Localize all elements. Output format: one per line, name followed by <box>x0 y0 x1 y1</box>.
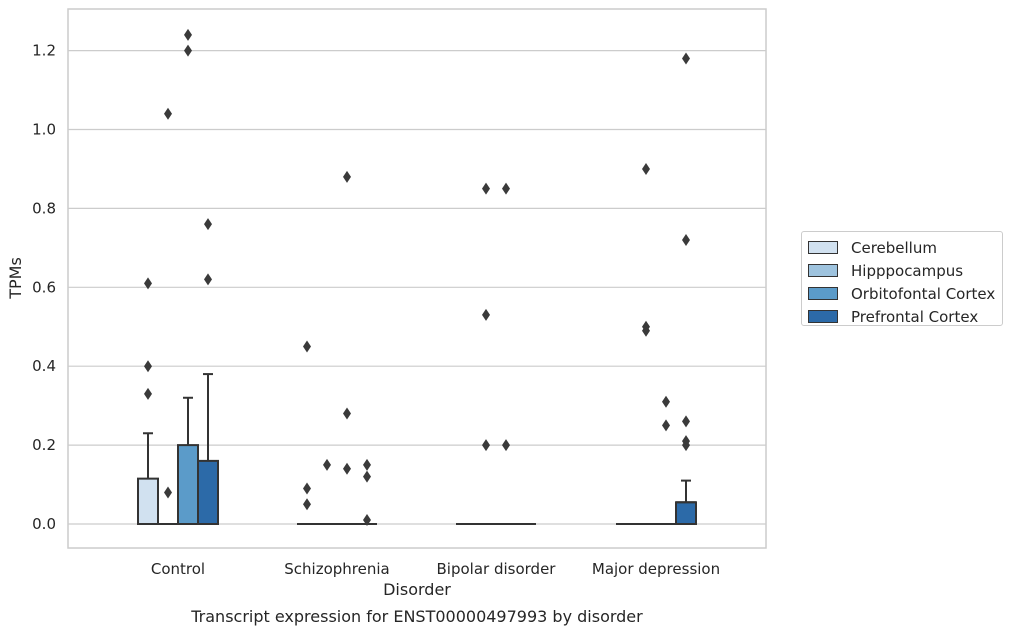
y-axis-title: TPMs <box>6 257 25 300</box>
outlier-point <box>204 218 212 231</box>
outlier-point <box>204 273 212 286</box>
outlier-point <box>184 44 192 57</box>
outlier-point <box>144 360 152 373</box>
legend-item: Cerebellum <box>808 236 1002 259</box>
legend-label: Cerebellum <box>851 238 937 257</box>
outlier-point <box>184 28 192 41</box>
outlier-point <box>164 107 172 120</box>
box-marks <box>137 28 697 527</box>
y-tick-label: 0.4 <box>32 357 56 375</box>
outlier-point <box>343 462 351 475</box>
outlier-point <box>363 470 371 483</box>
x-axis-title: Disorder <box>383 580 451 599</box>
outlier-point <box>662 419 670 432</box>
outlier-point <box>502 439 510 452</box>
outlier-point <box>303 498 311 511</box>
x-tick-label: Control <box>151 560 205 578</box>
y-tick-label: 0.2 <box>32 436 56 454</box>
outlier-point <box>343 407 351 420</box>
y-tick-label: 1.0 <box>32 121 56 139</box>
x-tick-label: Bipolar disorder <box>437 560 557 578</box>
legend-swatch <box>808 241 838 254</box>
outlier-point <box>144 277 152 290</box>
outlier-point <box>343 170 351 183</box>
outlier-point <box>502 182 510 195</box>
y-tick-label: 0.6 <box>32 278 56 296</box>
legend-item: Hipppocampus <box>808 259 1002 282</box>
legend-item: Prefrontal Cortex <box>808 305 1002 328</box>
legend-swatch <box>808 310 838 323</box>
outlier-point <box>642 320 650 333</box>
outlier-point <box>363 458 371 471</box>
outlier-point <box>303 482 311 495</box>
outlier-point <box>482 439 490 452</box>
y-tick-label: 0.0 <box>32 515 56 533</box>
outlier-point <box>363 514 371 527</box>
y-tick-label: 0.8 <box>32 199 56 217</box>
x-tick-label: Major depression <box>592 560 720 578</box>
outlier-point <box>144 387 152 400</box>
outlier-point <box>682 52 690 65</box>
legend-item: Orbitofontal Cortex <box>808 282 1002 305</box>
legend-swatch <box>808 287 838 300</box>
box-rect <box>675 501 697 525</box>
outlier-point <box>642 162 650 175</box>
legend-swatch <box>808 264 838 277</box>
x-tick-labels: Control Schizophrenia Bipolar disorder Majo… <box>151 560 720 578</box>
outlier-point <box>482 308 490 321</box>
box-rect <box>177 444 199 526</box>
outlier-point <box>164 486 172 499</box>
legend-label: Prefrontal Cortex <box>851 307 979 326</box>
box-rect <box>197 459 219 526</box>
y-tick-label: 1.2 <box>32 42 56 60</box>
outlier-point <box>682 233 690 246</box>
y-tick-labels: 0.0 0.2 0.4 0.6 0.8 1.0 1.2 <box>32 42 56 533</box>
legend-label: Hipppocampus <box>851 261 964 280</box>
outlier-point <box>323 458 331 471</box>
outlier-point <box>682 415 690 428</box>
chart-caption: Transcript expression for ENST0000049799… <box>190 607 643 626</box>
legend-label: Orbitofontal Cortex <box>851 284 996 303</box>
outlier-point <box>482 182 490 195</box>
grid-lines <box>68 49 766 525</box>
outlier-point <box>682 439 690 452</box>
plot-frame <box>67 8 767 549</box>
outlier-point <box>662 395 670 408</box>
box-rect <box>137 477 159 526</box>
x-tick-label: Schizophrenia <box>284 560 389 578</box>
legend: Cerebellum Hipppocampus Orbitofontal Corte… <box>801 231 1003 326</box>
outlier-point <box>303 340 311 353</box>
